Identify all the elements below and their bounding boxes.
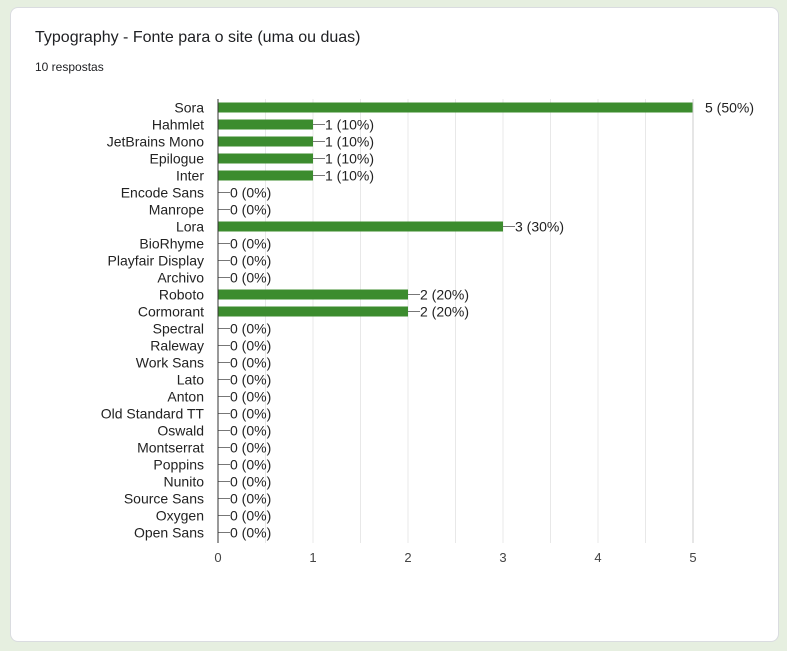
value-label: 0 (0%)	[230, 406, 271, 422]
category-label: Archivo	[157, 270, 204, 286]
category-label: Playfair Display	[108, 253, 204, 269]
category-label: Manrope	[149, 202, 204, 218]
value-label: 0 (0%)	[230, 321, 271, 337]
value-label: 0 (0%)	[230, 253, 271, 269]
x-tick-label: 4	[594, 550, 601, 565]
value-label: 5 (50%)	[705, 100, 754, 116]
value-label: 3 (30%)	[515, 219, 564, 235]
value-label: 0 (0%)	[230, 270, 271, 286]
category-label: Lato	[177, 372, 204, 388]
bar	[218, 119, 313, 130]
category-label: Nunito	[164, 474, 205, 490]
value-label: 0 (0%)	[230, 202, 271, 218]
value-label: 0 (0%)	[230, 423, 271, 439]
category-label: Open Sans	[134, 525, 204, 541]
x-tick-label: 2	[404, 550, 411, 565]
category-label: BioRhyme	[139, 236, 204, 252]
category-label: Roboto	[159, 287, 204, 303]
value-label: 0 (0%)	[230, 440, 271, 456]
category-label: Old Standard TT	[101, 406, 205, 422]
category-label: Anton	[167, 389, 204, 405]
value-label: 0 (0%)	[230, 474, 271, 490]
x-tick-label: 0	[214, 550, 221, 565]
chart-title: Typography - Fonte para o site (uma ou d…	[35, 29, 361, 46]
bar	[218, 170, 313, 181]
value-label: 1 (10%)	[325, 134, 374, 150]
bar	[218, 289, 408, 300]
category-label: Inter	[176, 168, 204, 184]
value-label: 0 (0%)	[230, 525, 271, 541]
category-label: Sora	[174, 100, 204, 116]
x-tick-label: 5	[689, 550, 696, 565]
category-label: Montserrat	[137, 440, 204, 456]
response-count: 10 respostas	[35, 60, 104, 74]
category-label: Spectral	[153, 321, 204, 337]
value-label: 0 (0%)	[230, 185, 271, 201]
x-tick-label: 1	[309, 550, 316, 565]
category-label: Work Sans	[136, 355, 204, 371]
value-label: 2 (20%)	[420, 287, 469, 303]
category-label: Cormorant	[138, 304, 204, 320]
category-label: Poppins	[153, 457, 204, 473]
value-label: 0 (0%)	[230, 236, 271, 252]
bars	[218, 102, 693, 317]
bar	[218, 306, 408, 317]
x-axis: 0 1 2 3 4 5	[214, 99, 697, 565]
value-label: 1 (10%)	[325, 168, 374, 184]
category-label: Raleway	[150, 338, 204, 354]
value-label: 1 (10%)	[325, 117, 374, 133]
value-label: 0 (0%)	[230, 389, 271, 405]
bar	[218, 221, 503, 232]
value-label: 0 (0%)	[230, 355, 271, 371]
bar	[218, 102, 693, 113]
value-label: 0 (0%)	[230, 491, 271, 507]
bar	[218, 153, 313, 164]
category-label: Hahmlet	[152, 117, 204, 133]
x-tick-label: 3	[499, 550, 506, 565]
category-label: Epilogue	[150, 151, 205, 167]
category-label: Oxygen	[156, 508, 204, 524]
value-label: 1 (10%)	[325, 151, 374, 167]
bar	[218, 136, 313, 147]
value-label: 0 (0%)	[230, 372, 271, 388]
value-label: 0 (0%)	[230, 457, 271, 473]
category-label: Oswald	[157, 423, 204, 439]
category-label: Encode Sans	[121, 185, 204, 201]
category-label: Lora	[176, 219, 204, 235]
value-label: 2 (20%)	[420, 304, 469, 320]
chart-card: Typography - Fonte para o site (uma ou d…	[10, 7, 779, 642]
category-label: JetBrains Mono	[107, 134, 204, 150]
value-label: 0 (0%)	[230, 338, 271, 354]
value-labels: 5 (50%)1 (10%)1 (10%)1 (10%)1 (10%)0 (0%…	[218, 100, 754, 541]
category-label: Source Sans	[124, 491, 204, 507]
value-label: 0 (0%)	[230, 508, 271, 524]
